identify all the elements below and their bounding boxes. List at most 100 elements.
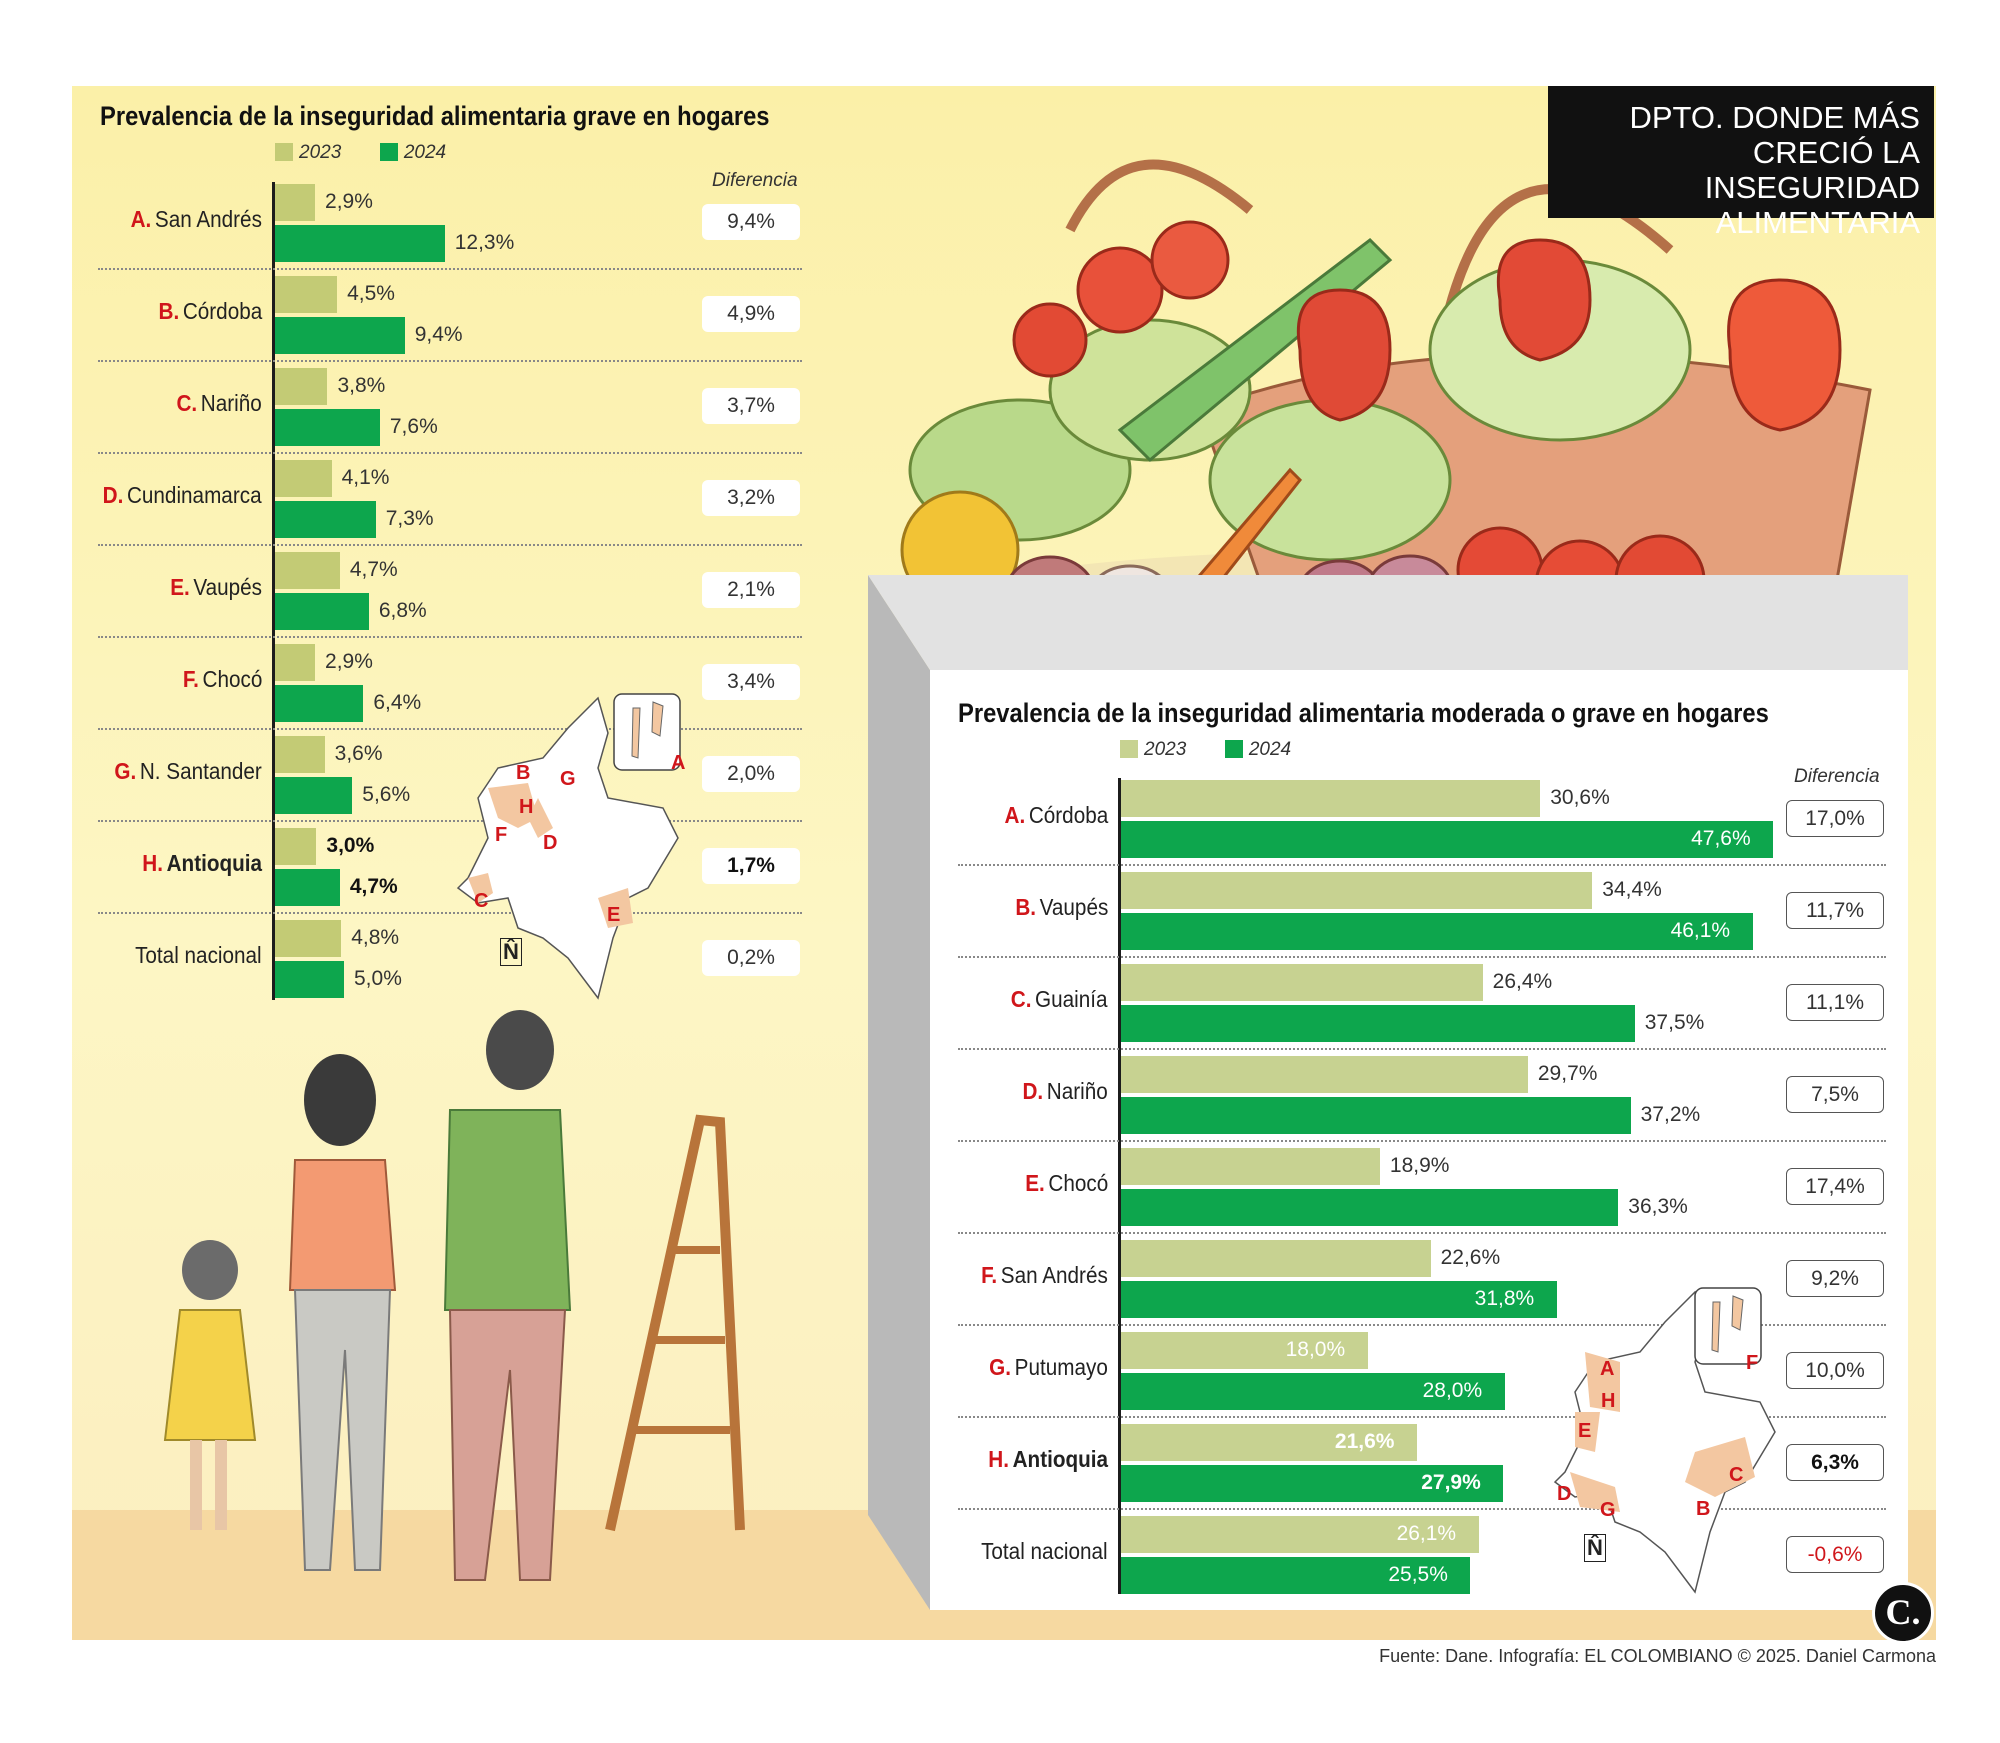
header-tag-line-2: CRECIÓ LA INSEGURIDAD: [1704, 135, 1920, 205]
diff-badge: 4,9%: [702, 296, 800, 332]
bar-2023: [1121, 780, 1541, 817]
diff-badge: 11,1%: [1786, 984, 1884, 1021]
left-row-label: F. Chocó: [182, 666, 262, 693]
bar-2023: [1121, 872, 1593, 909]
value-label-2024: 27,9%: [1421, 1471, 1481, 1494]
row-name: Guainía: [1035, 986, 1108, 1012]
row-divider: [98, 912, 802, 914]
map-letter-right: H: [1601, 1390, 1616, 1412]
diff-badge: -0,6%: [1786, 1536, 1884, 1573]
value-label-2023: 4,8%: [351, 926, 400, 949]
bar-2024: [1121, 913, 1753, 950]
left-row-label: A. San Andrés: [131, 206, 262, 233]
diff-badge: 11,7%: [1786, 892, 1884, 929]
map-letter-left: C: [474, 890, 489, 912]
right-chart-axis: [1118, 778, 1121, 1594]
value-label-2023: 4,7%: [349, 558, 398, 581]
right-row-label: E. Chocó: [1025, 1170, 1108, 1197]
row-name: San Andrés: [1000, 1262, 1108, 1288]
row-divider: [98, 268, 802, 270]
legend-label-2024: 2024: [403, 142, 447, 163]
bar-2023: [275, 368, 328, 405]
colombia-map-right: [1553, 1287, 1776, 1594]
value-label-2023: 29,7%: [1537, 1062, 1598, 1085]
map-letter-left: G: [560, 768, 576, 790]
left-row-label: G. N. Santander: [115, 758, 262, 785]
row-name: Nariño: [1047, 1078, 1108, 1104]
value-label-2024: 4,7%: [349, 875, 398, 898]
row-divider: [958, 1416, 1886, 1418]
map-letter-right: F: [1746, 1352, 1759, 1374]
bar-2023: [1121, 1240, 1431, 1277]
row-letter: E.: [170, 574, 190, 600]
colombia-map-left: [456, 693, 681, 1000]
right-row-label: A. Córdoba: [1004, 802, 1108, 829]
diff-badge: 3,4%: [702, 664, 800, 700]
value-label-2023: 3,6%: [334, 742, 383, 765]
map-letter-right: D: [1557, 1483, 1572, 1505]
bar-2024: [275, 409, 380, 446]
bar-2023: [275, 828, 317, 865]
bar-2024: [275, 685, 364, 722]
right-legend: 2023 2024: [1120, 739, 1291, 761]
value-label-2024: 25,5%: [1388, 1563, 1448, 1586]
map-letter-right: B: [1696, 1498, 1711, 1520]
diff-badge: 2,1%: [702, 572, 800, 608]
bar-2024: [275, 593, 369, 630]
row-divider: [958, 864, 1886, 866]
legend-label-2023: 2023: [299, 142, 342, 163]
value-label-2023: 4,5%: [347, 282, 395, 305]
bar-2023: [275, 276, 338, 313]
right-row-label: B. Vaupés: [1015, 894, 1108, 921]
value-label-2023: 2,9%: [325, 650, 373, 673]
right-diff-header: Diferencia: [1794, 766, 1880, 787]
row-name: Chocó: [1048, 1170, 1108, 1196]
diff-badge: 2,0%: [702, 756, 800, 792]
row-letter: B.: [158, 298, 179, 324]
bar-2024: [275, 777, 353, 814]
value-label-2024: 7,3%: [385, 507, 434, 530]
row-divider: [98, 728, 802, 730]
value-label-2023: 26,1%: [1396, 1522, 1457, 1545]
map-letter-right: E: [1578, 1420, 1592, 1442]
bar-2023: [275, 920, 342, 957]
row-name: Cundinamarca: [127, 482, 262, 508]
value-label-2023: 22,6%: [1440, 1246, 1501, 1269]
map-letter-left: E: [607, 904, 621, 926]
row-divider: [958, 1048, 1886, 1050]
bar-2024: [1121, 1005, 1635, 1042]
map-letter-right: G: [1600, 1499, 1616, 1521]
right-row-label: H. Antioquia: [988, 1446, 1108, 1473]
left-row-label: C. Nariño: [177, 390, 262, 417]
value-label-2024: 36,3%: [1628, 1195, 1688, 1218]
row-divider: [98, 452, 802, 454]
bar-2023: [275, 184, 316, 221]
bar-2023: [1121, 1148, 1380, 1185]
diff-badge: 10,0%: [1786, 1352, 1884, 1389]
row-name: Total nacional: [981, 1538, 1108, 1564]
value-label-2023: 18,0%: [1285, 1338, 1346, 1361]
row-letter: A.: [130, 206, 152, 232]
row-letter: G.: [989, 1354, 1012, 1380]
right-row-label: G. Putumayo: [989, 1354, 1108, 1381]
value-label-2024: 5,6%: [362, 783, 411, 806]
bar-2024: [275, 961, 344, 998]
legend-swatch-2023: [275, 143, 293, 161]
row-name: Vaupés: [1039, 894, 1108, 920]
row-letter: H.: [988, 1446, 1009, 1472]
row-name: Chocó: [202, 666, 262, 692]
bar-2024: [1121, 1097, 1631, 1134]
value-label-2023: 4,1%: [341, 466, 390, 489]
row-divider: [958, 1324, 1886, 1326]
row-letter: D.: [1022, 1078, 1044, 1104]
header-tag-line-3: ALIMENTARIA: [1715, 205, 1920, 240]
bar-2024: [275, 225, 445, 262]
row-name: N. Santander: [140, 758, 262, 784]
value-label-2024: 7,6%: [389, 415, 438, 438]
map-letter-left: H: [519, 796, 534, 818]
bar-2024: [1121, 1189, 1619, 1226]
value-label-2024: 6,8%: [378, 599, 427, 622]
row-name: San Andrés: [154, 206, 262, 232]
row-name: Antioquia: [1012, 1446, 1108, 1472]
right-chart-title: Prevalencia de la inseguridad alimentari…: [958, 698, 1769, 728]
